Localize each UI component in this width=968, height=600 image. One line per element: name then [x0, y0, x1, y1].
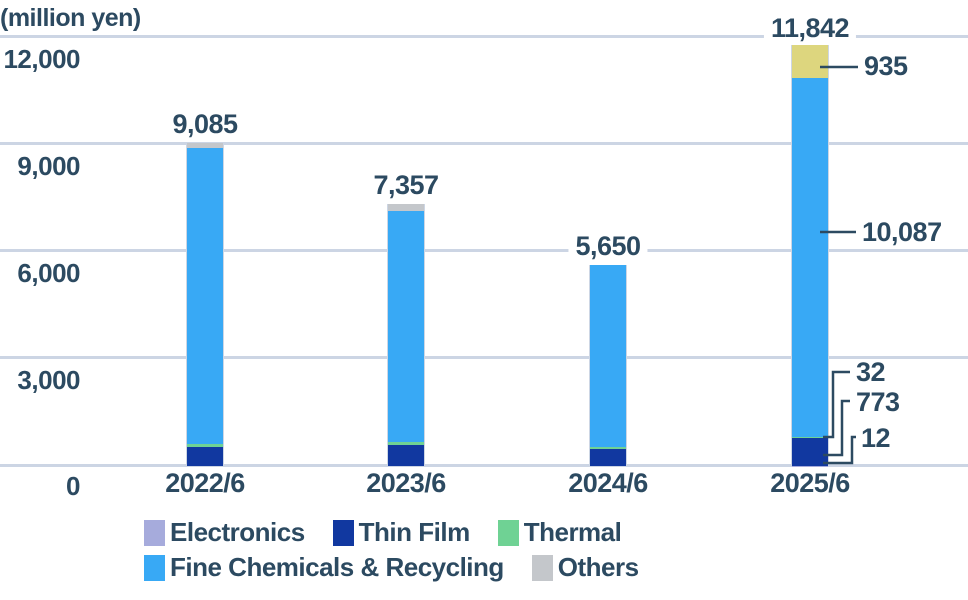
bar-2025-6 — [791, 44, 829, 466]
bar-total-label-2023: 7,357 — [366, 170, 446, 200]
legend-swatch-others — [531, 554, 553, 581]
bar-segment-thin-film — [388, 445, 424, 466]
legend-item-others: Others — [531, 552, 639, 582]
legend-item-fine-chemicals-recycling: Fine Chemicals & Recycling — [144, 552, 504, 582]
y-tick-label-6000: 6,000 — [17, 258, 80, 288]
y-tick-label-3000: 3,000 — [17, 365, 80, 395]
bar-total-label-2022: 9,085 — [165, 109, 245, 139]
bar-2022-6 — [186, 142, 224, 466]
x-axis-baseline — [0, 464, 968, 467]
gridline-3000 — [0, 356, 968, 359]
bar-segment-fine-chemicals-recycling — [590, 264, 626, 448]
bar-segment-thermal — [187, 444, 223, 448]
gridline-6000 — [0, 249, 968, 252]
legend-item-thin-film: Thin Film — [332, 517, 471, 547]
legend-swatch-electronics — [144, 519, 165, 546]
legend-item-thermal: Thermal — [497, 517, 622, 547]
bar-segment-fine-chemicals-recycling — [388, 211, 424, 442]
legend-label-thin-film: Thin Film — [358, 517, 471, 547]
legend-label-electronics: Electronics — [170, 517, 305, 547]
bar-total-label-2024: 5,650 — [568, 231, 648, 261]
bar-segment-fine-chemicals-recycling — [792, 78, 828, 437]
gridline-12000 — [0, 35, 968, 38]
callout-label-electronics-12: 12 — [861, 423, 891, 453]
bar-segment-thin-film — [187, 447, 223, 466]
bar-segment-thermal — [388, 441, 424, 445]
bar-segment-thin-film — [792, 438, 828, 466]
legend-label-thermal: Thermal — [523, 517, 622, 547]
legend: Electronics Thin Film Thermal Fine Chemi… — [144, 517, 968, 589]
y-tick-label-12000: 12,000 — [3, 44, 80, 74]
x-axis-label-2024: 2024/6 — [568, 468, 648, 498]
bar-segment-thin-film — [590, 449, 626, 466]
bar-2024-6 — [589, 264, 627, 466]
bar-total-label-2025: 11,842 — [763, 13, 857, 43]
legend-label-others: Others — [557, 552, 639, 582]
y-tick-label-9000: 9,000 — [17, 151, 80, 181]
bar-2023-6 — [387, 204, 425, 466]
bar-segment-thermal — [792, 436, 828, 439]
callout-label-thinfilm-773: 773 — [856, 387, 900, 417]
bar-segment-others — [388, 204, 424, 212]
callout-label-others-935: 935 — [864, 51, 908, 81]
legend-label-fine-chemicals-recycling: Fine Chemicals & Recycling — [170, 552, 504, 582]
legend-item-electronics: Electronics — [144, 517, 305, 547]
legend-swatch-thin-film — [332, 519, 354, 546]
callout-label-finechem-10087: 10,087 — [862, 217, 942, 247]
x-axis-label-2023: 2023/6 — [366, 468, 446, 498]
gridline-9000 — [0, 142, 968, 145]
y-tick-label-0: 0 — [66, 471, 80, 501]
bar-segment-fine-chemicals-recycling — [187, 147, 223, 445]
bar-segment-others — [187, 142, 223, 148]
x-axis-label-2025: 2025/6 — [770, 468, 850, 498]
x-axis-label-2022: 2022/6 — [165, 468, 245, 498]
bar-segment-thermal — [590, 447, 626, 450]
callout-label-thermal-32: 32 — [856, 357, 886, 387]
legend-swatch-fine-chemicals-recycling — [144, 554, 165, 581]
legend-swatch-thermal — [497, 519, 519, 546]
bar-segment-others — [792, 44, 828, 78]
y-axis-unit-label: (million yen) — [0, 4, 141, 32]
